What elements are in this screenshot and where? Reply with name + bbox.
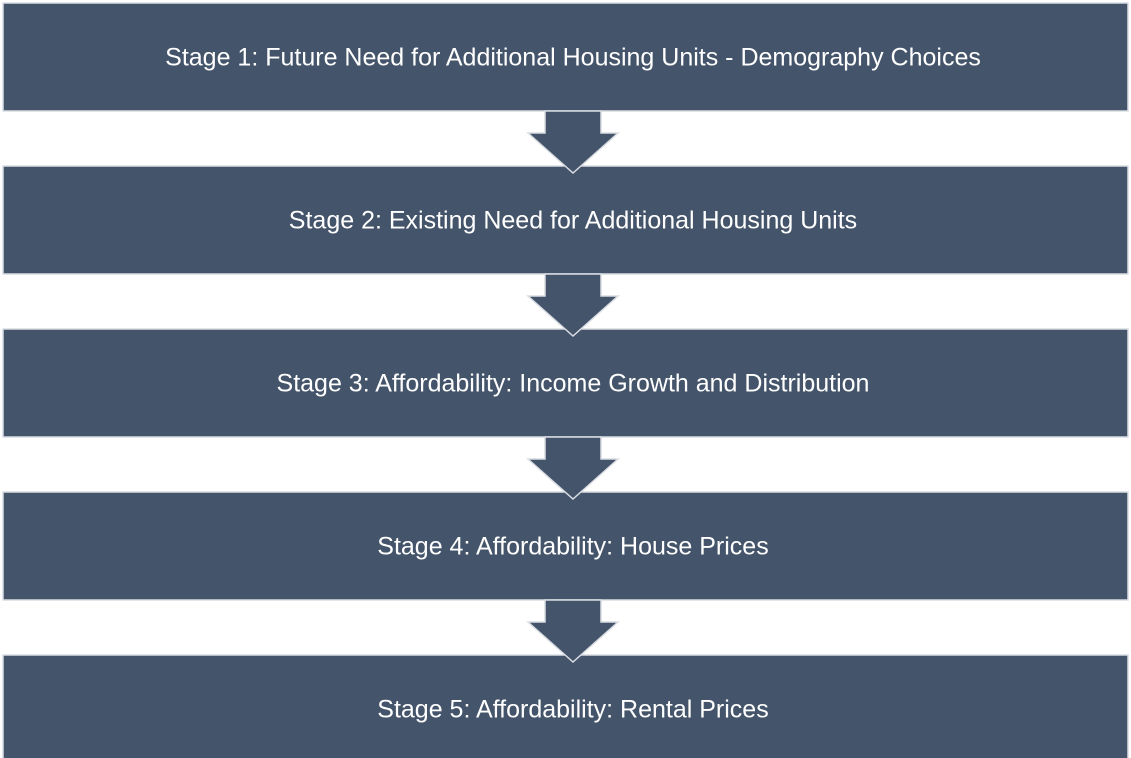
down-arrow (526, 599, 620, 664)
stage-label: Stage 3: Affordability: Income Growth an… (277, 370, 870, 398)
stage-label: Stage 4: Affordability: House Prices (377, 533, 768, 561)
stage-box (2, 165, 1129, 275)
down-arrow (526, 110, 620, 175)
stage-box (2, 491, 1129, 601)
down-arrow (526, 273, 620, 338)
stage-box (2, 2, 1129, 112)
down-arrow (526, 436, 620, 501)
stage-label: Stage 5: Affordability: Rental Prices (377, 696, 768, 724)
stage-label: Stage 1: Future Need for Additional Hous… (165, 44, 981, 72)
stage-label: Stage 2: Existing Need for Additional Ho… (289, 207, 857, 235)
stage-box (2, 654, 1129, 758)
